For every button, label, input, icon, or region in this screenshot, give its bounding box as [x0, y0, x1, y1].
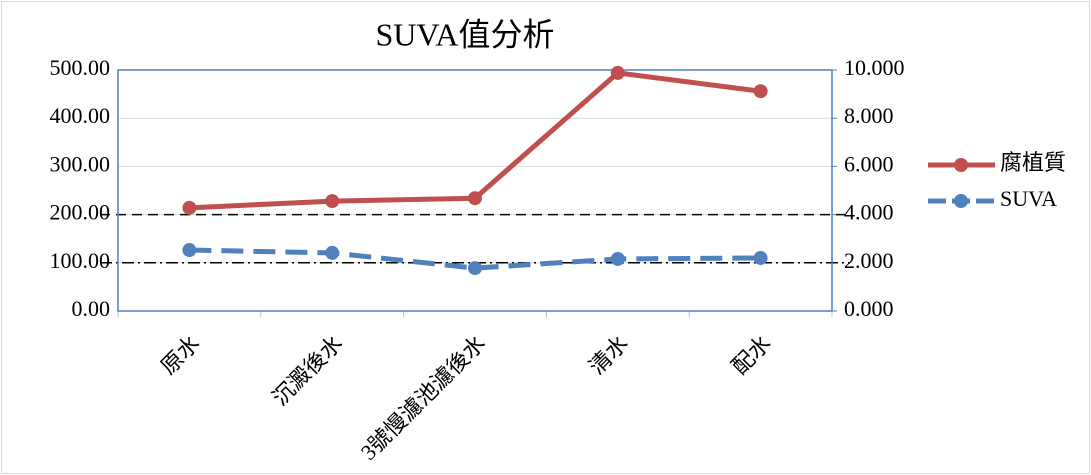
point — [325, 245, 340, 260]
point — [610, 251, 625, 266]
point — [468, 261, 482, 276]
point — [468, 191, 482, 206]
legend-marker — [954, 194, 968, 208]
point — [753, 84, 768, 99]
y2-tick-label: 10.000 — [844, 55, 905, 80]
y2-tick-label: 0.000 — [844, 296, 894, 321]
point — [325, 194, 340, 209]
y2-tick-label: 2.000 — [844, 248, 894, 273]
y-tick-label: 400.00 — [50, 103, 111, 128]
y2-tick-label: 6.000 — [844, 151, 894, 176]
plot-area — [117, 69, 833, 312]
legend-label: SUVA — [1000, 186, 1057, 211]
y2-tick-label: 8.000 — [844, 103, 894, 128]
chart-title: SUVA值分析 — [375, 16, 554, 52]
y-tick-label: 300.00 — [50, 151, 111, 176]
point — [610, 65, 625, 80]
legend-marker — [954, 158, 968, 172]
point — [182, 243, 197, 258]
legend-label: 腐植質 — [1000, 150, 1066, 175]
y-tick-label: 100.00 — [50, 248, 111, 273]
y-tick-label: 500.00 — [50, 55, 111, 80]
y-tick-label: 200.00 — [50, 200, 111, 225]
point — [182, 200, 197, 215]
y2-tick-label: 4.000 — [844, 200, 894, 225]
point — [753, 250, 768, 265]
y-tick-label: 0.00 — [72, 296, 111, 321]
